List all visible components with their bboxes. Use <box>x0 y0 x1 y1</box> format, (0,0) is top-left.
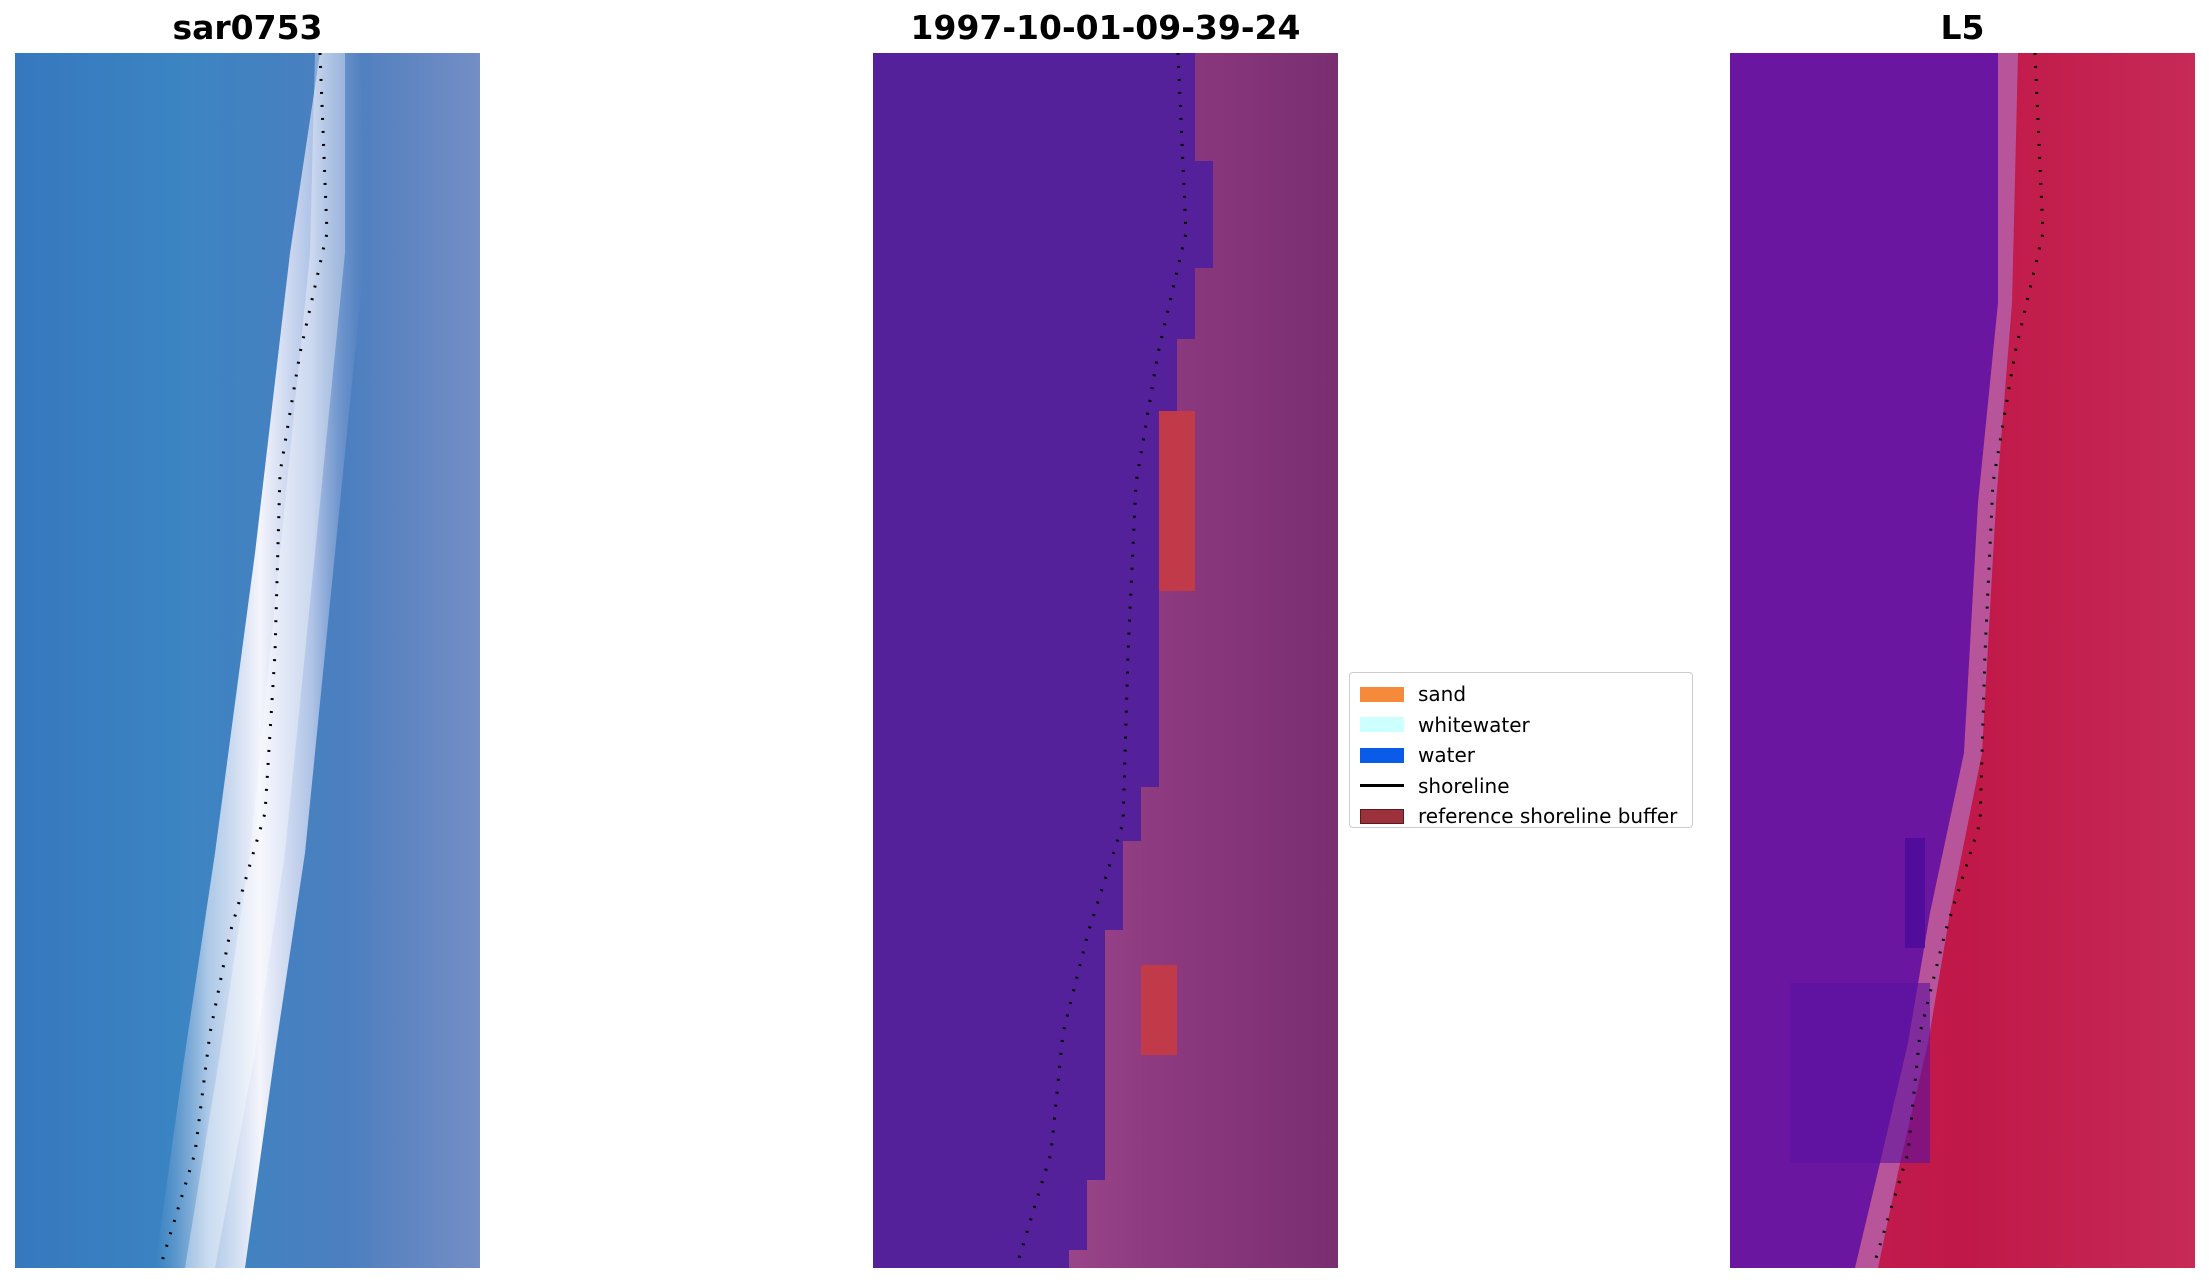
legend-label-water: water <box>1418 743 1475 768</box>
legend-item-water: water <box>1356 740 1682 771</box>
legend-swatch-sand <box>1360 686 1404 702</box>
reference-buffer-patch <box>1141 965 1177 1055</box>
rgb-image <box>15 53 480 1268</box>
legend: sand whitewater water shoreline referenc… <box>1349 672 1693 828</box>
legend-swatch-whitewater <box>1360 717 1404 733</box>
index-image <box>1730 53 2195 1268</box>
shoreline-classification <box>1014 53 1188 1268</box>
panel-title-rgb: sar0753 <box>172 8 323 47</box>
classification-image <box>873 53 1338 1268</box>
legend-label-whitewater: whitewater <box>1418 712 1530 737</box>
legend-item-reference-buffer: reference shoreline buffer <box>1356 801 1682 832</box>
legend-swatch-reference-buffer <box>1360 808 1404 824</box>
shoreline-index <box>1871 53 2045 1268</box>
legend-line-shoreline <box>1360 784 1404 788</box>
reference-buffer-patch <box>1159 411 1195 591</box>
rgb-image-panel <box>15 53 480 1268</box>
legend-item-shoreline: shoreline <box>1356 771 1682 802</box>
legend-item-sand: sand <box>1356 679 1682 710</box>
classification-panel <box>873 53 1338 1268</box>
legend-label-reference-buffer: reference shoreline buffer <box>1418 804 1678 829</box>
legend-swatch-water <box>1360 747 1404 763</box>
panel-title-classification: 1997-10-01-09-39-24 <box>910 8 1301 47</box>
legend-item-whitewater: whitewater <box>1356 710 1682 741</box>
legend-label-sand: sand <box>1418 682 1467 707</box>
index-panel <box>1730 53 2195 1268</box>
panel-title-index: L5 <box>1940 8 1985 47</box>
legend-label-shoreline: shoreline <box>1418 773 1510 798</box>
